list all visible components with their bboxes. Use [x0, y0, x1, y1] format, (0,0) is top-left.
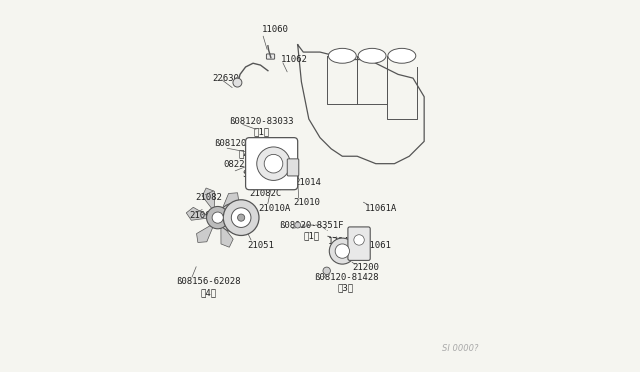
Text: 21010A: 21010A [259, 204, 291, 213]
Text: 11061: 11061 [365, 241, 392, 250]
Circle shape [219, 203, 247, 232]
Circle shape [257, 147, 291, 180]
Text: 22630: 22630 [212, 74, 239, 83]
Circle shape [294, 222, 301, 228]
Ellipse shape [388, 48, 416, 63]
Circle shape [323, 267, 330, 275]
Text: 21051: 21051 [248, 241, 275, 250]
Text: 11061A: 11061A [365, 204, 397, 213]
Text: 13049N: 13049N [328, 237, 360, 246]
Text: ß08120-83033
（1）: ß08120-83033 （1） [229, 117, 293, 136]
Circle shape [237, 214, 244, 221]
FancyBboxPatch shape [246, 138, 298, 190]
Text: 21010: 21010 [293, 198, 320, 207]
Circle shape [223, 200, 259, 235]
Polygon shape [196, 223, 214, 243]
Text: ß08120-8351F
（1）: ß08120-8351F （1） [279, 221, 344, 240]
Text: 21200: 21200 [353, 263, 380, 272]
Circle shape [212, 212, 223, 223]
Text: 21060: 21060 [189, 211, 216, 220]
Text: 21014: 21014 [294, 178, 321, 187]
Text: ß08120-81428
（3）: ß08120-81428 （3） [314, 273, 378, 292]
Text: 21082C: 21082C [250, 189, 282, 198]
Circle shape [264, 154, 283, 173]
Text: 08226-61410
STUD: 08226-61410 STUD [223, 160, 282, 179]
Polygon shape [202, 188, 214, 212]
Polygon shape [186, 207, 211, 220]
Text: ß08156-62028
（4）: ß08156-62028 （4） [176, 278, 241, 297]
FancyBboxPatch shape [266, 54, 275, 59]
FancyBboxPatch shape [348, 227, 370, 260]
Polygon shape [224, 215, 249, 228]
Text: ß08120-8401F
（4）: ß08120-8401F （4） [214, 139, 278, 158]
FancyBboxPatch shape [287, 159, 299, 176]
Text: 11060: 11060 [262, 25, 289, 34]
Ellipse shape [328, 48, 356, 63]
Circle shape [207, 206, 229, 229]
Circle shape [330, 238, 355, 264]
Circle shape [233, 78, 242, 87]
Circle shape [354, 235, 364, 245]
Text: 21082: 21082 [195, 193, 222, 202]
Text: SI 0000?: SI 0000? [442, 344, 478, 353]
Polygon shape [221, 193, 239, 212]
Circle shape [231, 208, 251, 227]
Circle shape [335, 244, 349, 258]
Polygon shape [221, 223, 233, 247]
Ellipse shape [358, 48, 386, 63]
Text: 11062: 11062 [281, 55, 308, 64]
